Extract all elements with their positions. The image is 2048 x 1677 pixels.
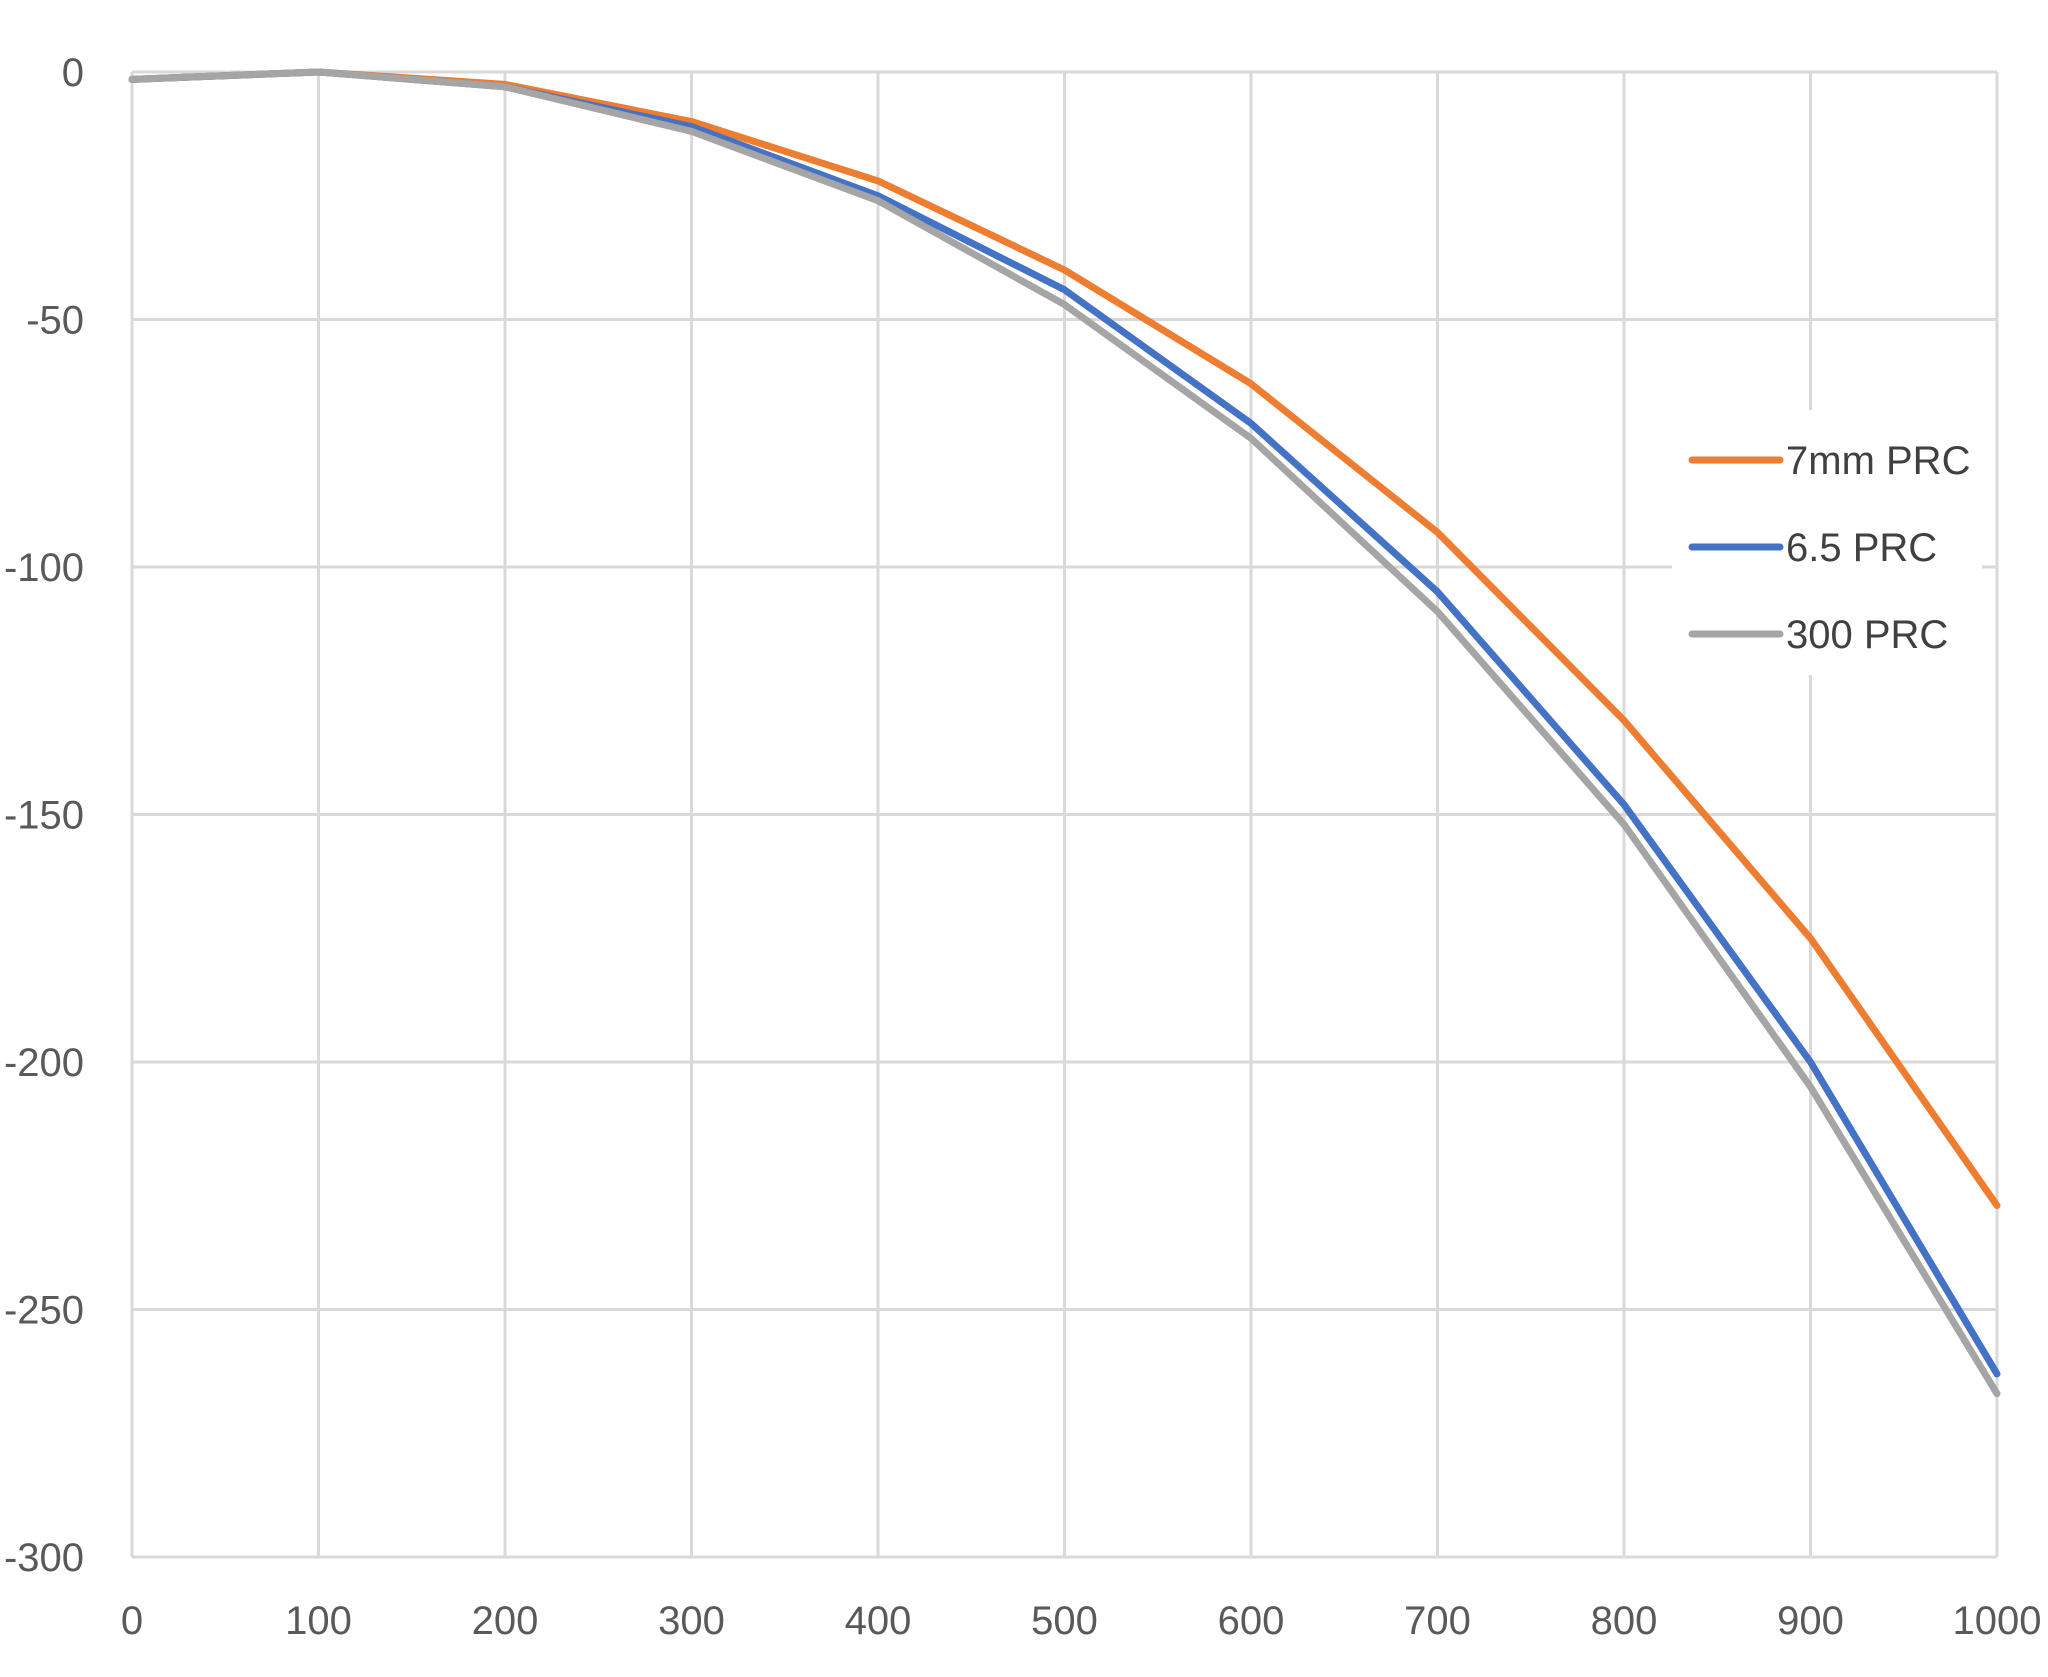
- y-tick-label: 0: [62, 51, 84, 95]
- legend-label: 6.5 PRC: [1786, 526, 1937, 570]
- legend: 7mm PRC 6.5 PRC 300 PRC: [1672, 410, 1982, 675]
- y-tick-label: -50: [26, 299, 84, 343]
- y-tick-label: -250: [4, 1289, 84, 1333]
- x-tick-label: 200: [472, 1599, 539, 1643]
- y-tick-label: -150: [4, 794, 84, 838]
- x-tick-label: 300: [658, 1599, 725, 1643]
- y-tick-label: -200: [4, 1041, 84, 1085]
- series-line-300-prc: [128, 68, 2001, 1398]
- y-tick-label: -300: [4, 1536, 84, 1580]
- x-tick-label: 900: [1777, 1599, 1844, 1643]
- series-lines: [128, 68, 2001, 1398]
- x-tick-label: 500: [1031, 1599, 1098, 1643]
- legend-label: 7mm PRC: [1786, 439, 1970, 483]
- x-tick-label: 600: [1218, 1599, 1285, 1643]
- x-tick-label: 1000: [1953, 1599, 2042, 1643]
- x-tick-label: 400: [845, 1599, 912, 1643]
- x-tick-label: 0: [121, 1599, 143, 1643]
- axes: 0 -50 -100 -150 -200 -250 -300 0 100 200 300 400 500…: [4, 51, 2042, 1643]
- legend-label: 300 PRC: [1786, 613, 1948, 657]
- x-tick-label: 100: [285, 1599, 352, 1643]
- x-tick-label: 700: [1404, 1599, 1471, 1643]
- gridlines: [130, 70, 1999, 1559]
- x-tick-label: 800: [1591, 1599, 1658, 1643]
- y-tick-label: -100: [4, 546, 84, 590]
